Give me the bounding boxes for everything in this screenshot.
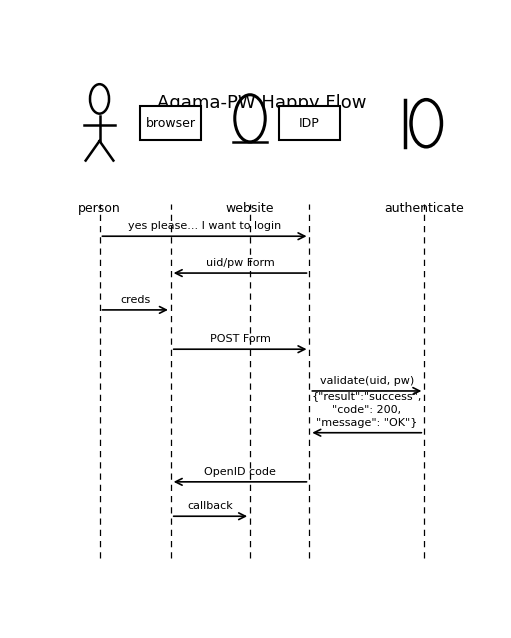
Text: person: person bbox=[78, 202, 121, 215]
Text: Agama-PW Happy Flow: Agama-PW Happy Flow bbox=[157, 94, 366, 112]
Text: authenticate: authenticate bbox=[384, 202, 464, 215]
Text: browser: browser bbox=[146, 117, 196, 130]
Text: yes please... I want to login: yes please... I want to login bbox=[128, 221, 281, 232]
Text: OpenID code: OpenID code bbox=[204, 467, 276, 477]
Text: website: website bbox=[226, 202, 274, 215]
Text: POST Form: POST Form bbox=[210, 334, 270, 345]
Text: IDP: IDP bbox=[299, 117, 320, 130]
Text: uid/pw Form: uid/pw Form bbox=[206, 258, 274, 268]
Text: {"result":"success",
"code": 200,
"message": "OK"}: {"result":"success", "code": 200, "messa… bbox=[312, 391, 422, 428]
Bar bbox=[140, 106, 201, 140]
Text: callback: callback bbox=[188, 501, 234, 511]
Text: creds: creds bbox=[120, 295, 150, 305]
Bar bbox=[278, 106, 340, 140]
Text: validate(uid, pw): validate(uid, pw) bbox=[320, 376, 414, 386]
